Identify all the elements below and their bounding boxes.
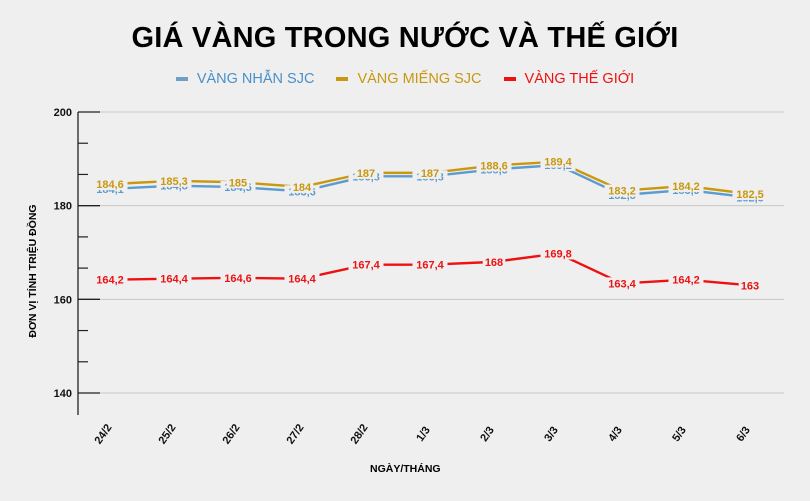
data-label: 182,5 [736, 189, 764, 201]
legend-swatch-icon [336, 77, 349, 81]
x-axis-title: NGÀY/THÁNG [370, 463, 441, 475]
x-tick-label: 28/2 [348, 422, 370, 446]
data-label: 187 [357, 168, 375, 180]
data-label: 169,8 [544, 248, 572, 260]
data-label: 184,2 [672, 181, 700, 193]
x-axis-labels: 24/2 25/2 26/2 27/2 28/2 1/3 2/3 3/3 4/3 5/3 6/3 [92, 422, 752, 446]
data-label: 187 [421, 168, 439, 180]
x-tick-label: 3/3 [542, 425, 561, 444]
x-tick-label: 2/3 [478, 425, 497, 444]
y-tick-label: 180 [54, 201, 72, 213]
data-label: 163,4 [608, 278, 636, 290]
x-tick-label: 25/2 [156, 422, 178, 446]
data-label: 164,6 [224, 273, 252, 285]
y-axis-title: ĐƠN VỊ TÍNH TRIỆU ĐỒNG [27, 204, 39, 338]
data-label: 184,6 [96, 179, 124, 191]
data-label: 164,4 [288, 274, 316, 286]
data-label: 185,3 [160, 176, 188, 188]
data-label: 188,6 [480, 160, 508, 172]
y-tick-label: 140 [54, 388, 72, 400]
data-label: 164,2 [96, 275, 124, 287]
data-label: 167,4 [352, 260, 380, 272]
x-tick-label: 5/3 [670, 425, 689, 444]
data-labels: 184,1184,8184,5183,6186,8186,8188,3189,2… [92, 155, 768, 292]
data-label: 189,4 [544, 157, 572, 169]
legend-item-vang-nhan: VÀNG NHẪN SJC [175, 71, 315, 87]
legend-label: VÀNG NHẪN SJC [196, 71, 315, 87]
chart-title: GIÁ VÀNG TRONG NƯỚC VÀ THẾ GIỚI [131, 22, 679, 54]
data-label: 163 [741, 280, 759, 292]
data-label: 183,2 [608, 186, 636, 198]
legend-label: VÀNG THẾ GIỚI [524, 71, 635, 87]
x-tick-label: 1/3 [414, 425, 433, 444]
x-tick-label: 6/3 [734, 425, 753, 444]
legend-swatch-icon [175, 77, 188, 81]
data-label: 185 [229, 177, 247, 189]
data-label: 184 [293, 182, 312, 194]
gridlines [78, 111, 784, 394]
x-tick-label: 24/2 [92, 422, 114, 446]
legend-label: VÀNG MIẾNG SJC [357, 71, 482, 87]
y-axis: 140 160 180 200 [54, 107, 100, 415]
y-tick-label: 160 [54, 294, 72, 306]
x-tick-label: 27/2 [284, 422, 306, 446]
legend-swatch-icon [503, 77, 516, 81]
data-label: 164,4 [160, 274, 188, 286]
y-tick-label: 200 [54, 107, 72, 119]
x-tick-label: 4/3 [606, 425, 625, 444]
data-label: 168 [485, 257, 503, 269]
data-label: 167,4 [416, 260, 444, 272]
legend-item-vang-mieng: VÀNG MIẾNG SJC [336, 71, 482, 87]
legend: VÀNG NHẪN SJC VÀNG MIẾNG SJC VÀNG THẾ GI… [0, 71, 810, 87]
data-label: 164,2 [672, 275, 700, 287]
x-tick-label: 26/2 [220, 422, 242, 446]
legend-item-vang-the-gioi: VÀNG THẾ GIỚI [503, 71, 635, 87]
